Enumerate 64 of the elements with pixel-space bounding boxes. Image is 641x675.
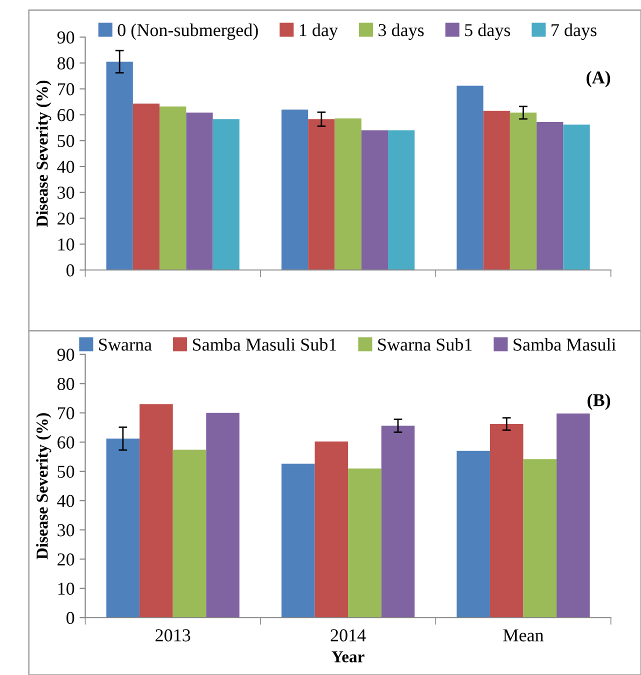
legend-label: 3 days — [378, 24, 424, 40]
bar — [172, 450, 206, 618]
bar — [106, 438, 140, 618]
y-tick-label: 40 — [57, 494, 74, 508]
x-tick-label: 2014 — [330, 629, 366, 642]
y-tick-label: 70 — [58, 83, 74, 96]
bar — [490, 424, 524, 618]
y-tick-label: 80 — [57, 57, 74, 70]
y-tick-label: 30 — [58, 186, 74, 199]
y-tick-label: 10 — [58, 582, 74, 595]
bar — [132, 104, 160, 270]
bar — [206, 412, 240, 618]
bar — [456, 86, 484, 270]
bar — [536, 122, 564, 270]
y-tick-label: 50 — [58, 134, 74, 148]
y-tick-label: 0 — [66, 612, 74, 624]
bar — [556, 413, 590, 618]
bar — [563, 124, 590, 270]
bar — [361, 130, 388, 270]
annotation: (B) — [588, 394, 610, 410]
y-tick-label: 20 — [58, 212, 74, 225]
y-tick-label: 30 — [58, 524, 74, 536]
bar — [388, 130, 415, 270]
y-axis-title: Disease Severity (%) — [36, 80, 52, 227]
bar — [308, 119, 335, 270]
y-tick-label: 80 — [57, 378, 74, 390]
y-tick-label: 0 — [66, 264, 74, 276]
bar — [140, 404, 173, 618]
legend-label: Samba Masuli Sub1 — [192, 338, 336, 351]
bar — [523, 459, 557, 618]
y-tick-label: 70 — [58, 407, 74, 420]
legend-label: Swarna Sub1 — [378, 338, 472, 351]
legend-label: Swarna — [99, 338, 152, 351]
legend-label: 5 days — [465, 24, 510, 40]
y-axis-title: Disease Severity (%) — [36, 413, 52, 560]
legend-label: 0 (Non-submerged) — [118, 24, 258, 40]
bar — [381, 426, 415, 618]
y-tick-label: 60 — [58, 109, 74, 122]
bar — [456, 450, 490, 618]
x-tick-label: 2013 — [156, 629, 190, 642]
bar — [186, 112, 213, 270]
bar — [483, 110, 510, 270]
y-tick-label: 90 — [57, 31, 74, 44]
y-tick-label: 90 — [57, 348, 74, 361]
legend-label: 1 day — [300, 24, 338, 40]
x-axis-title: Year — [332, 651, 364, 662]
bar — [281, 110, 308, 270]
x-tick-label: Mean — [503, 629, 544, 642]
bar — [510, 112, 537, 270]
y-tick-label: 60 — [58, 436, 74, 449]
bar — [106, 62, 133, 270]
y-tick-label: 50 — [58, 466, 74, 478]
bar — [314, 442, 348, 618]
annotation: (A) — [586, 70, 610, 88]
legend-label: Samba Masuli — [514, 338, 616, 351]
y-tick-label: 40 — [57, 160, 74, 173]
bar — [281, 464, 315, 618]
bar — [348, 468, 382, 618]
bar — [334, 118, 362, 270]
legend-label: 7 days — [552, 24, 596, 40]
y-tick-label: 10 — [58, 238, 74, 251]
y-tick-label: 20 — [58, 553, 74, 566]
bar — [160, 106, 186, 270]
bar — [212, 119, 240, 270]
